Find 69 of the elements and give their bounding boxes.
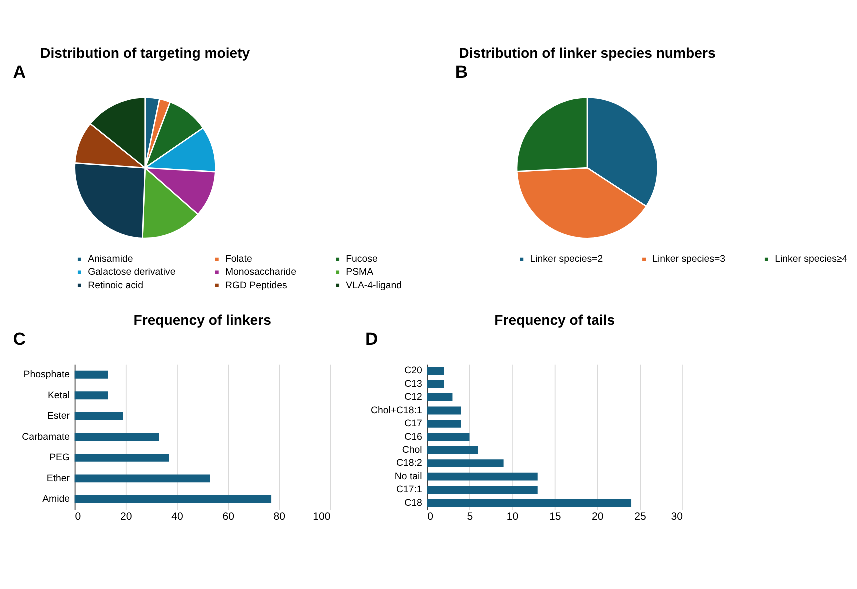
legend-label: Fucose	[346, 254, 378, 266]
chart-title: Distribution of linker species numbers	[459, 44, 716, 61]
bar	[74, 454, 170, 462]
y-tick-label: C20	[404, 366, 422, 377]
bar	[74, 392, 108, 400]
bar	[74, 474, 210, 483]
y-tick-label: Chol	[402, 445, 422, 456]
x-tick-label: 10	[506, 510, 519, 523]
text: D	[366, 329, 378, 350]
x-tick-label: 40	[172, 510, 184, 523]
chart-title: Frequency of tails	[494, 312, 616, 328]
y-tick-label: C18	[404, 498, 422, 509]
y-tick-label: C13	[404, 378, 422, 390]
x-tick-label: 0	[428, 510, 434, 523]
bar	[427, 367, 444, 376]
x-tick-label: 60	[222, 510, 235, 523]
legend-label: Retinoic acid	[88, 280, 144, 292]
bar	[74, 433, 160, 442]
y-tick-label: Ether	[46, 473, 71, 484]
bar	[427, 446, 478, 454]
x-tick-label: 20	[120, 510, 132, 523]
y-tick-label: Chol+C18:1	[370, 405, 422, 416]
text: C	[13, 329, 26, 350]
bar	[427, 406, 462, 415]
bar	[427, 472, 538, 481]
y-tick-label: No tail	[394, 471, 422, 482]
legend-label: Anisamide	[88, 254, 134, 266]
y-tick-label: Phosphate	[24, 370, 70, 381]
y-tick-label: C17:1	[396, 484, 422, 496]
x-tick-label: 0	[75, 510, 82, 523]
text: A	[13, 62, 26, 82]
bar	[427, 499, 632, 508]
y-tick-label: PEG	[50, 452, 70, 464]
y-tick-label: C18:2	[396, 458, 422, 470]
legend-label: Linker species=2	[530, 254, 604, 266]
bar	[427, 380, 444, 388]
x-tick-label: 15	[549, 510, 562, 523]
legend-label: Galactose derivative	[88, 267, 176, 278]
legend-label: RGD Peptides	[225, 280, 288, 292]
bar	[427, 420, 462, 428]
chart-title: Frequency of linkers	[134, 312, 272, 328]
y-tick-label: Ketal	[48, 390, 70, 402]
legend-label: Linker species=3	[652, 254, 726, 266]
text: B	[455, 62, 468, 82]
y-tick-label: Carbamate	[22, 432, 70, 443]
bar	[427, 394, 453, 402]
legend-label: VLA-4-ligand	[346, 280, 402, 292]
legend-label: Folate	[225, 254, 252, 266]
x-tick-label: 100	[313, 510, 331, 523]
y-tick-label: Ester	[47, 411, 71, 422]
y-tick-label: Amide	[42, 494, 70, 506]
legend-label: Monosaccharide	[225, 267, 296, 278]
x-tick-label: 20	[592, 510, 604, 523]
y-tick-label: C17	[404, 418, 422, 430]
y-tick-label: C16	[404, 432, 422, 443]
bar	[74, 495, 272, 504]
x-tick-label: 25	[634, 510, 646, 523]
bar	[427, 460, 504, 468]
bar	[427, 433, 470, 442]
x-tick-label: 5	[467, 510, 474, 523]
x-tick-label: 30	[671, 510, 684, 523]
y-tick-label: C12	[404, 392, 422, 404]
bar	[427, 486, 538, 494]
chart-title: Distribution of targeting moiety	[40, 44, 250, 61]
legend-label: PSMA	[346, 267, 374, 278]
x-tick-label: 80	[274, 510, 286, 523]
bar	[74, 370, 108, 379]
bar	[74, 412, 124, 420]
legend-label: Linker species≥4	[775, 254, 848, 266]
